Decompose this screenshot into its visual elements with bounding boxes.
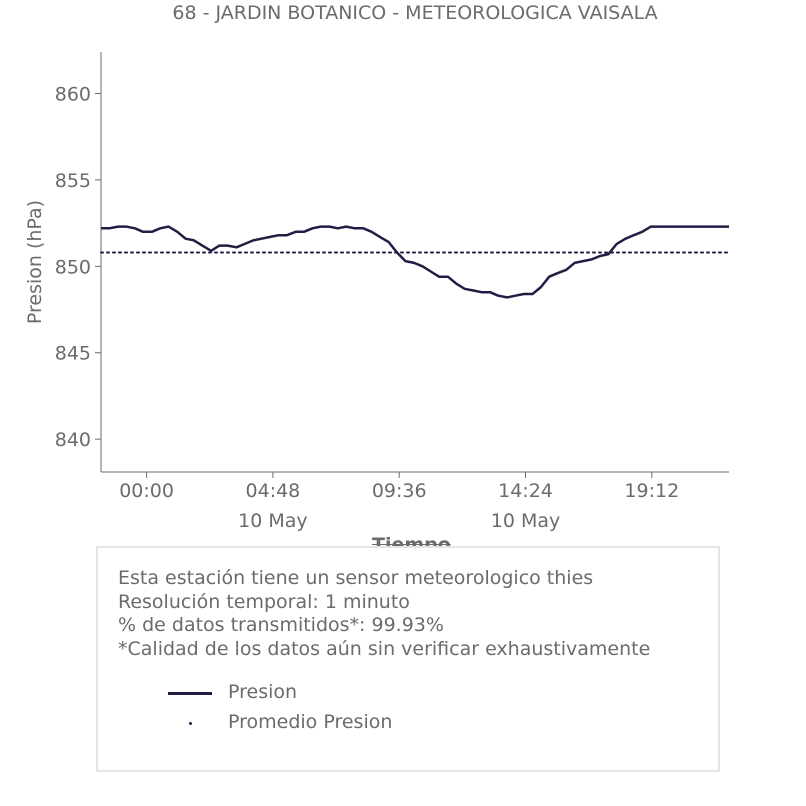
legend-dot-swatch xyxy=(189,722,192,725)
y-tick-label: 840 xyxy=(55,429,91,451)
x-tick-label: 04:48 xyxy=(246,480,301,502)
info-line-quality: *Calidad de los datos aún sin verificar … xyxy=(118,637,651,660)
y-tick-label: 845 xyxy=(55,343,91,365)
y-tick-label: 855 xyxy=(55,170,91,192)
y-tick-label: 850 xyxy=(55,256,91,278)
x-tick-label: 14:24 xyxy=(498,480,553,502)
legend-label-presion: Presion xyxy=(228,681,298,703)
info-line-sensor: Esta estación tiene un sensor meteorolog… xyxy=(118,567,594,589)
x-tick-sublabel: 10 May xyxy=(491,510,561,532)
info-text: Esta estación tiene un sensor meteorolog… xyxy=(118,567,650,661)
info-line-resolution: Resolución temporal: 1 minuto xyxy=(118,590,410,613)
y-tick-label: 860 xyxy=(55,83,91,105)
x-tick-label: 00:00 xyxy=(119,480,174,502)
x-tick-sublabel: 10 May xyxy=(238,510,308,532)
chart-title: 68 - JARDIN BOTANICO - METEOROLOGICA VAI… xyxy=(172,2,658,24)
x-tick-label: 09:36 xyxy=(372,480,427,502)
legend-line-swatch xyxy=(168,692,212,695)
info-line-transmitted: % de datos transmitidos*: 99.93% xyxy=(118,614,444,636)
legend-label-promedio: Promedio Presion xyxy=(228,711,393,733)
series-line-presion xyxy=(101,225,729,299)
x-tick-label: 19:12 xyxy=(624,480,679,502)
y-axis-label: Presion (hPa) xyxy=(24,199,46,325)
info-box: Esta estación tiene un sensor meteorolog… xyxy=(96,546,720,772)
